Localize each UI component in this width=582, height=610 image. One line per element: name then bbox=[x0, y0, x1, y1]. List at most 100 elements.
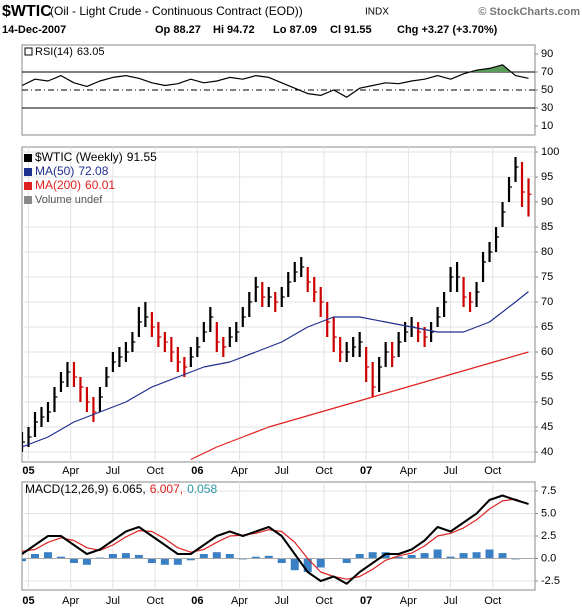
legend-name: MA(50) bbox=[35, 164, 74, 178]
histogram-bar bbox=[212, 552, 221, 559]
y-tick-label: 0.0 bbox=[541, 552, 556, 564]
legend: MA(50) 72.08 bbox=[35, 164, 109, 178]
y-tick-label: 75 bbox=[541, 271, 553, 283]
x-tick-label: Jul bbox=[106, 465, 120, 477]
legend-value: 60.01 bbox=[85, 178, 115, 192]
change: Chg +3.27 (+3.70%) bbox=[397, 24, 498, 36]
x-tick-label: Apr bbox=[400, 465, 417, 477]
legend: MACD(12,26,9) 6.065, 6.007, 0.058 bbox=[25, 482, 217, 496]
histogram-bar bbox=[30, 554, 39, 559]
legend: MA(200) 60.01 bbox=[35, 178, 115, 192]
histogram-bar bbox=[316, 558, 325, 568]
low: Lo 87.09 bbox=[273, 24, 317, 36]
legend-name: $WTIC (Weekly) bbox=[35, 150, 123, 164]
histogram-bar bbox=[368, 552, 377, 559]
close: Cl 91.55 bbox=[330, 24, 372, 36]
plot bbox=[22, 64, 535, 109]
x-tick-label: 06 bbox=[191, 465, 203, 477]
y-tick-label: 100 bbox=[541, 146, 559, 158]
overbought-fill bbox=[22, 64, 529, 72]
histogram-bar bbox=[290, 558, 299, 571]
y-tick-label: 10 bbox=[541, 120, 553, 132]
histogram-bar bbox=[225, 554, 234, 559]
histogram-bar bbox=[22, 558, 26, 562]
histogram-bar bbox=[303, 558, 312, 572]
histogram-bar bbox=[43, 552, 52, 559]
legend-swatch bbox=[24, 182, 32, 190]
histogram-bar bbox=[134, 554, 143, 559]
x-tick-label: Jul bbox=[106, 595, 120, 607]
y-tick-label: 65 bbox=[541, 321, 553, 333]
histogram-bar bbox=[199, 554, 208, 559]
x-tick-label: Apr bbox=[231, 595, 248, 607]
histogram-bar bbox=[485, 549, 494, 559]
legend-swatch bbox=[24, 168, 32, 176]
series-line bbox=[22, 494, 529, 585]
histogram-bar bbox=[186, 558, 195, 561]
y-tick-label: 7.5 bbox=[541, 485, 556, 497]
x-tick-label: Jul bbox=[444, 465, 458, 477]
legend-swatch bbox=[24, 196, 32, 204]
x-tick-label: Oct bbox=[484, 465, 501, 477]
legend-swatch bbox=[24, 154, 32, 162]
y-tick-label: 45 bbox=[541, 421, 553, 433]
x-tick-label: Apr bbox=[231, 465, 248, 477]
x-tick-label: 05 bbox=[22, 595, 34, 607]
histogram-bar bbox=[394, 556, 403, 559]
y-tick-label: 40 bbox=[541, 446, 553, 458]
x-tick-label: 07 bbox=[360, 595, 372, 607]
histogram-bar bbox=[498, 553, 507, 559]
histogram-bar bbox=[407, 554, 416, 559]
x-tick-label: Oct bbox=[484, 595, 501, 607]
histogram-bar bbox=[355, 554, 364, 559]
histogram-bar bbox=[251, 556, 260, 559]
y-tick-label: 95 bbox=[541, 171, 553, 183]
y-tick-label: 60 bbox=[541, 346, 553, 358]
date: 14-Dec-2007 bbox=[2, 24, 66, 36]
legend-value: 6.007, bbox=[150, 482, 183, 496]
histogram-bar bbox=[173, 558, 182, 565]
legend-swatch bbox=[24, 47, 33, 56]
x-tick-label: Apr bbox=[62, 595, 79, 607]
histogram-bar bbox=[342, 558, 351, 563]
legend-value: 6.065, bbox=[112, 482, 145, 496]
y-tick-label: 70 bbox=[541, 296, 553, 308]
histogram-bar bbox=[121, 553, 130, 559]
y-tick-label: 85 bbox=[541, 221, 553, 233]
histogram-bar bbox=[459, 553, 468, 559]
legend-value: 72.08 bbox=[78, 164, 108, 178]
x-tick-label: Jul bbox=[444, 595, 458, 607]
histogram-bar bbox=[56, 556, 65, 559]
description: (Oil - Light Crude - Continuous Contract… bbox=[50, 4, 303, 18]
y-tick-label: 50 bbox=[541, 396, 553, 408]
series-line bbox=[22, 291, 529, 448]
x-tick-label: Oct bbox=[315, 595, 332, 607]
y-tick-label: 90 bbox=[541, 48, 553, 60]
plot bbox=[22, 147, 535, 462]
x-tick-label: Jul bbox=[275, 595, 289, 607]
legend: $WTIC (Weekly) 91.55 bbox=[35, 150, 157, 164]
y-tick-label: 55 bbox=[541, 371, 553, 383]
histogram-bar bbox=[381, 552, 390, 559]
series-line bbox=[190, 351, 529, 461]
histogram-bar bbox=[472, 552, 481, 559]
y-tick-label: 5.0 bbox=[541, 507, 556, 519]
y-tick-label: 90 bbox=[541, 196, 553, 208]
histogram-bar bbox=[160, 558, 169, 565]
y-tick-label: 30 bbox=[541, 102, 553, 114]
legend: Volume undef bbox=[35, 194, 103, 206]
y-tick-label: -2.5 bbox=[541, 575, 560, 587]
x-tick-label: Apr bbox=[400, 595, 417, 607]
legend-name: RSI(14) bbox=[35, 46, 73, 58]
histogram-bar bbox=[446, 556, 455, 559]
x-tick-label: Oct bbox=[147, 595, 164, 607]
legend-title: MACD(12,26,9) bbox=[25, 482, 108, 496]
series-line bbox=[22, 64, 529, 98]
open: Op 88.27 bbox=[155, 24, 201, 36]
histogram-bar bbox=[264, 555, 273, 559]
x-tick-label: Apr bbox=[62, 465, 79, 477]
legend-value: 91.55 bbox=[127, 150, 157, 164]
legend: RSI(14) 63.05 bbox=[35, 46, 104, 58]
y-tick-label: 80 bbox=[541, 246, 553, 258]
